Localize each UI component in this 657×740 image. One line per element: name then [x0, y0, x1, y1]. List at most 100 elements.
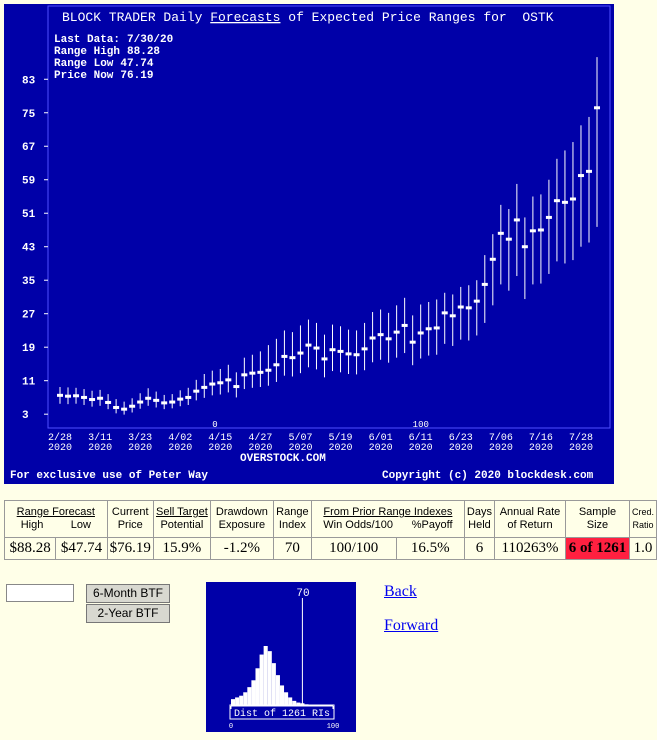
x-tick-year: 2020: [168, 443, 192, 454]
x-tick-label: 6/01 2020: [369, 432, 393, 454]
title-part: BLOCK TRADER Daily: [62, 10, 203, 25]
price-mark: [225, 378, 232, 382]
info-value: 47.74: [120, 58, 153, 70]
price-mark: [193, 389, 200, 393]
x-tick-date: 4/27: [248, 432, 272, 444]
price-mark: [409, 340, 416, 344]
header-cell: Range Index: [272, 500, 312, 538]
x-tick-label: 2/28 2020: [48, 432, 72, 454]
price-mark: [217, 381, 224, 385]
x-tick-label: 100: [327, 723, 340, 731]
y-tick-label: 75: [22, 109, 36, 121]
button[interactable]: 6-Month BTF: [86, 584, 170, 603]
price-mark: [401, 323, 408, 327]
x-tick-label: 6/23 2020: [449, 432, 473, 454]
data-cell: 1.0: [628, 537, 657, 560]
x-tick-date: 4/15: [208, 432, 232, 444]
x-tick-label: 5/07 2020: [288, 432, 312, 454]
price-mark: [265, 368, 272, 372]
x-tick-label: 7/16 2020: [529, 432, 553, 454]
header-cell: Days Held: [463, 500, 495, 538]
title-link[interactable]: Forecasts: [210, 10, 280, 25]
x-tick-date: 4/02: [168, 432, 192, 444]
price-mark: [561, 200, 568, 204]
caption: Dist of 1261 RIs: [234, 708, 330, 720]
price-mark: [121, 407, 128, 411]
price-mark: [417, 331, 424, 335]
data-cell: 16.5%: [395, 537, 465, 560]
header-text: Low: [70, 519, 91, 531]
x-tick-date: 6/01: [369, 432, 393, 444]
header-text: Current: [111, 506, 149, 518]
histogram-bar: [259, 654, 264, 706]
link[interactable]: Back: [384, 583, 417, 600]
data-cell: 6: [463, 537, 495, 560]
header-text: Cred.: [631, 507, 654, 517]
data-row: $88.28 $47.74 $76.19 15.9% -1.2% 70 100/100 16.…: [3, 537, 657, 560]
price-mark: [337, 349, 344, 353]
x-tick-year: 2020: [288, 443, 312, 454]
price-mark: [185, 395, 192, 399]
histogram-bar: [292, 700, 297, 706]
price-mark: [81, 395, 88, 399]
price-mark: [137, 400, 144, 404]
price-mark: [594, 106, 601, 110]
histogram-bar: [243, 692, 248, 706]
header-text: Exposure: [218, 519, 266, 531]
price-mark: [129, 404, 136, 408]
link[interactable]: Forward: [384, 617, 439, 634]
price-mark: [497, 231, 504, 235]
header-text: Range: [276, 506, 309, 518]
x-tick-date: 7/28: [569, 432, 593, 444]
x-tick-label: 6/11 2020: [409, 432, 433, 454]
y-tick-label: 59: [22, 176, 35, 188]
price-mark: [537, 228, 544, 232]
price-mark: [361, 347, 368, 351]
x-tick-year: 2020: [409, 443, 433, 454]
chart: BLOCK TRADER Daily Forecasts of Expected…: [4, 4, 614, 484]
symbol-input[interactable]: [6, 584, 74, 602]
button[interactable]: 2-Year BTF: [86, 604, 170, 623]
x-tick-label: 7/06 2020: [489, 432, 513, 454]
header-text: From Prior Range Indexes: [323, 506, 453, 518]
x-tick-label: 7/28 2020: [569, 432, 593, 454]
x-tick-year: 2020: [329, 443, 353, 454]
histogram-bar: [251, 680, 256, 706]
info-label: Range High: [54, 46, 120, 58]
histogram-bar: [275, 675, 280, 706]
range-index-marker: 100: [413, 420, 429, 430]
price-mark: [505, 237, 512, 241]
price-mark: [289, 356, 296, 360]
price-mark: [353, 353, 360, 357]
price-mark: [201, 385, 208, 389]
y-tick-label: 43: [22, 243, 36, 255]
chart-title: BLOCK TRADER Daily Forecasts of Expected…: [62, 10, 554, 25]
x-tick-label: 3/11 2020: [88, 432, 112, 454]
price-mark: [457, 305, 464, 309]
header-cell: Annual Rate of Return: [493, 500, 566, 538]
y-tick-label: 83: [22, 75, 36, 87]
forecast-table: Range Forecast High Low Current Price Sell …: [3, 500, 657, 560]
price-mark: [113, 405, 120, 409]
header-text: High: [20, 519, 44, 531]
price-mark: [105, 400, 112, 404]
info-label: Range Low: [54, 58, 114, 70]
histogram-bar: [255, 668, 260, 706]
data-cell: 110263%: [493, 537, 566, 560]
x-tick-label: 4/02 2020: [168, 432, 192, 454]
histogram-bar: [247, 687, 252, 706]
header-text: Ratio: [632, 520, 654, 530]
x-tick-label: 4/27 2020: [248, 432, 272, 454]
price-mark: [489, 257, 496, 261]
plot-frame: [47, 5, 611, 429]
histogram-bar: [267, 651, 272, 706]
price-mark: [249, 371, 256, 375]
price-mark: [521, 245, 528, 249]
price-mark: [433, 326, 440, 330]
price-mark: [65, 394, 72, 398]
price-mark: [209, 382, 216, 386]
price-mark: [449, 314, 456, 318]
x-tick-year: 2020: [449, 443, 473, 454]
x-tick-year: 2020: [529, 443, 553, 454]
